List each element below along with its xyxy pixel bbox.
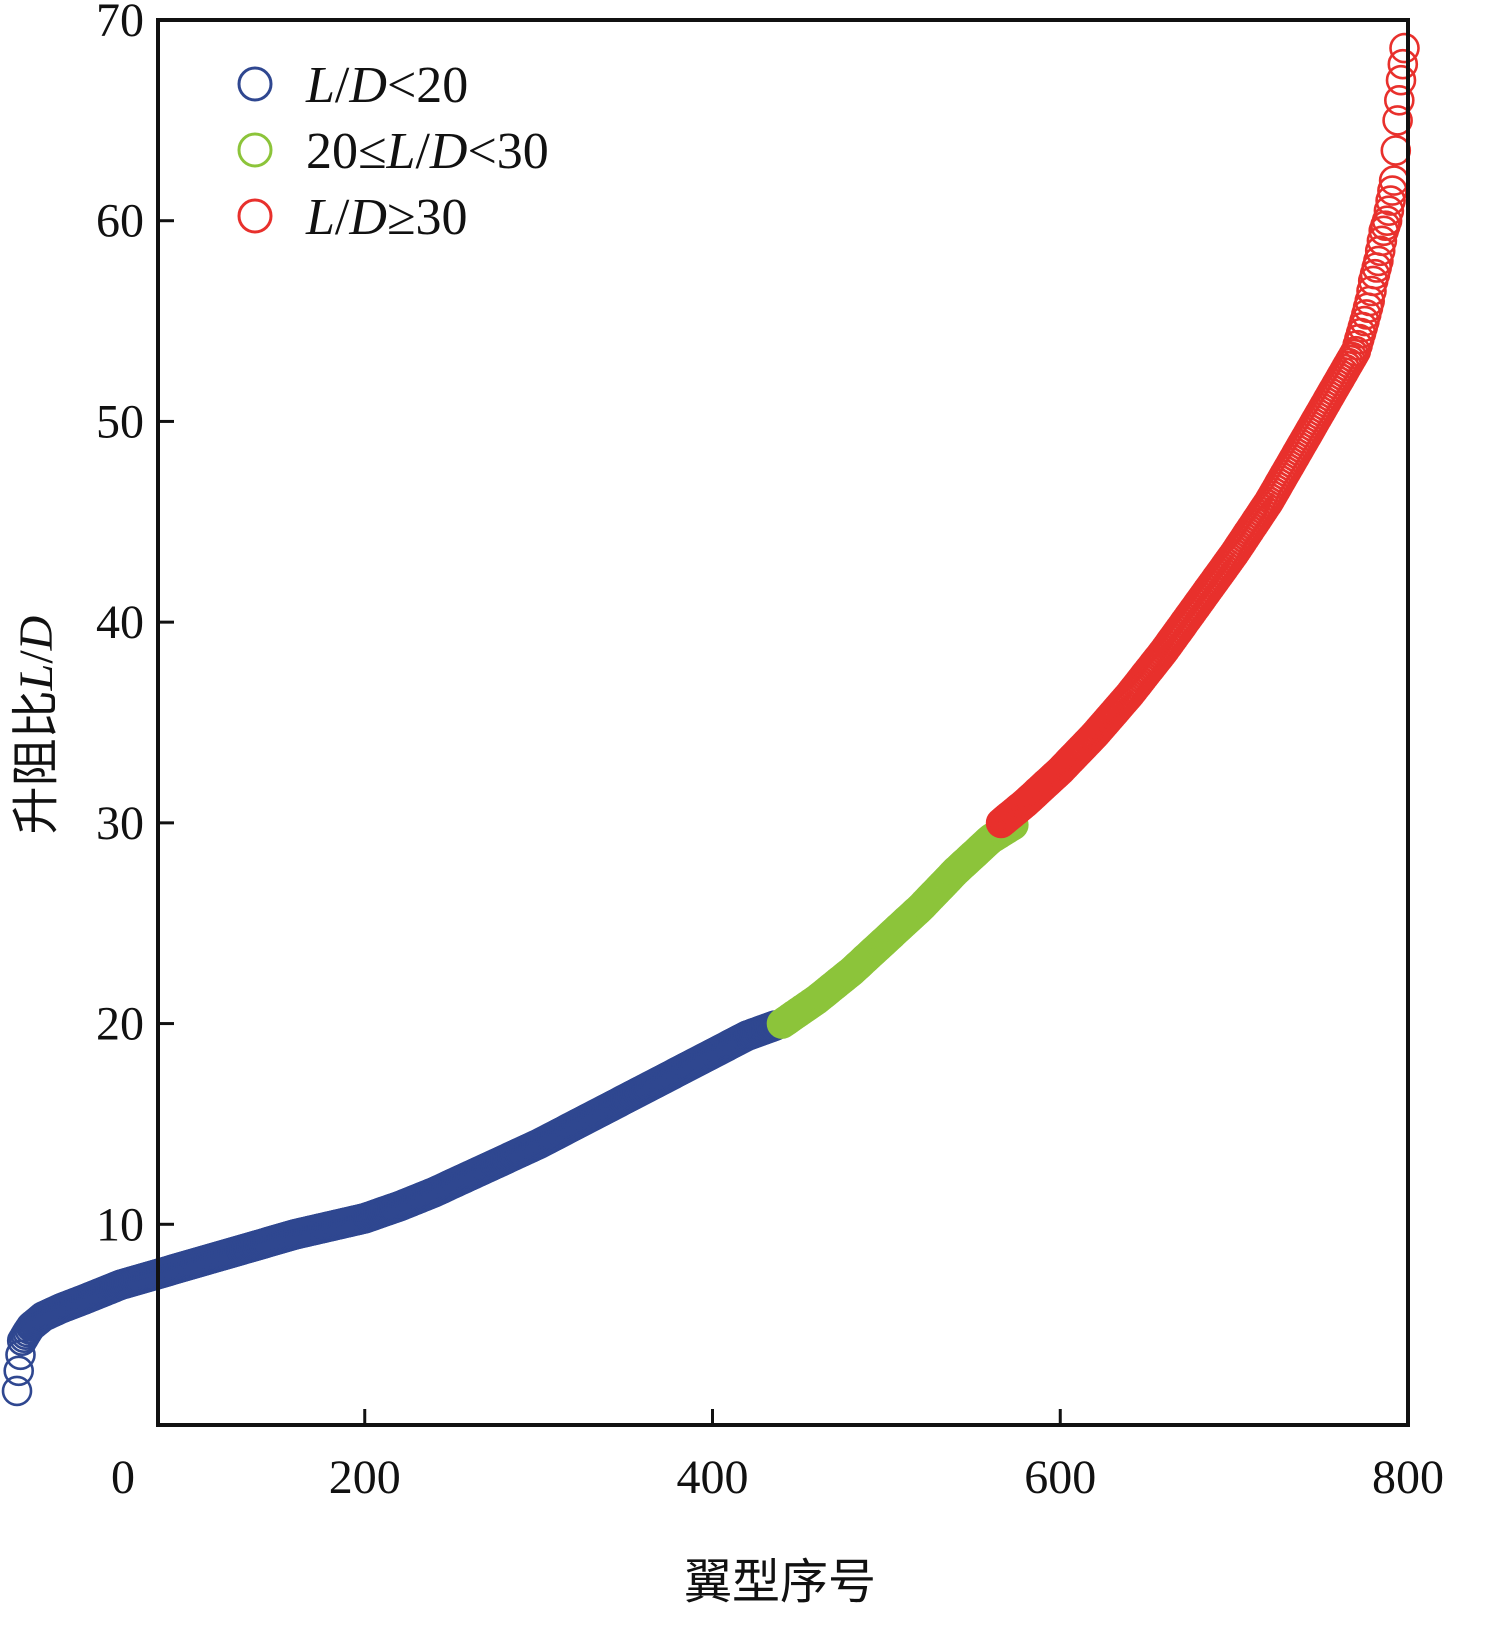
x-tick-label: 600 [1024, 1451, 1096, 1504]
data-point [1366, 225, 1398, 257]
data-markers [1, 32, 1420, 1407]
y-tick-label: 30 [96, 797, 144, 850]
plot-frame [156, 18, 1410, 1427]
y-axis-title: 升阻比L/D [8, 616, 64, 835]
data-point [1364, 235, 1396, 267]
y-tick-label: 70 [96, 0, 144, 47]
data-point [1387, 48, 1419, 80]
legend-label: L/D<20 [305, 57, 468, 114]
y-axis-title-slash: / [10, 650, 63, 664]
x-tick-label: 400 [677, 1451, 749, 1504]
x-tick-label: 200 [329, 1451, 401, 1504]
y-tick-label: 10 [96, 1198, 144, 1251]
y-axis: 10 20 30 40 50 60 70 [96, 0, 174, 1251]
data-point [1382, 105, 1413, 136]
y-axis-title-l: L [10, 664, 63, 692]
x-axis: 0 200 400 600 800 [111, 1409, 1444, 1504]
data-point [1356, 275, 1387, 307]
data-point [1371, 205, 1403, 236]
legend-marker [237, 132, 273, 168]
y-tick-label: 40 [96, 596, 144, 649]
y-tick-label: 20 [96, 998, 144, 1051]
data-point [1, 1375, 33, 1407]
y-axis-title-d: D [10, 616, 63, 652]
data-point [1380, 135, 1412, 166]
y-tick-label: 50 [96, 395, 144, 448]
data-point [1373, 195, 1405, 226]
data-point [1385, 64, 1417, 96]
legend: L/D<20 20≤L/D<30 L/D≥30 [237, 57, 549, 246]
y-tick-label: 60 [96, 195, 144, 248]
data-point [1384, 85, 1415, 116]
data-point [1335, 344, 1366, 376]
legend-marker [237, 66, 273, 102]
legend-label: 20≤L/D<30 [306, 123, 549, 180]
x-tick-label: 0 [111, 1451, 135, 1504]
y-axis-title-prefix: 升阻比 [8, 690, 64, 834]
x-axis-title: 翼型序号 [684, 1554, 876, 1610]
data-point [1363, 245, 1394, 277]
legend-marker [237, 198, 273, 234]
data-point [1389, 32, 1420, 64]
legend-label: L/D≥30 [305, 189, 467, 246]
x-tick-label: 800 [1372, 1451, 1444, 1504]
data-point [3, 1355, 35, 1387]
data-point [1375, 185, 1406, 216]
